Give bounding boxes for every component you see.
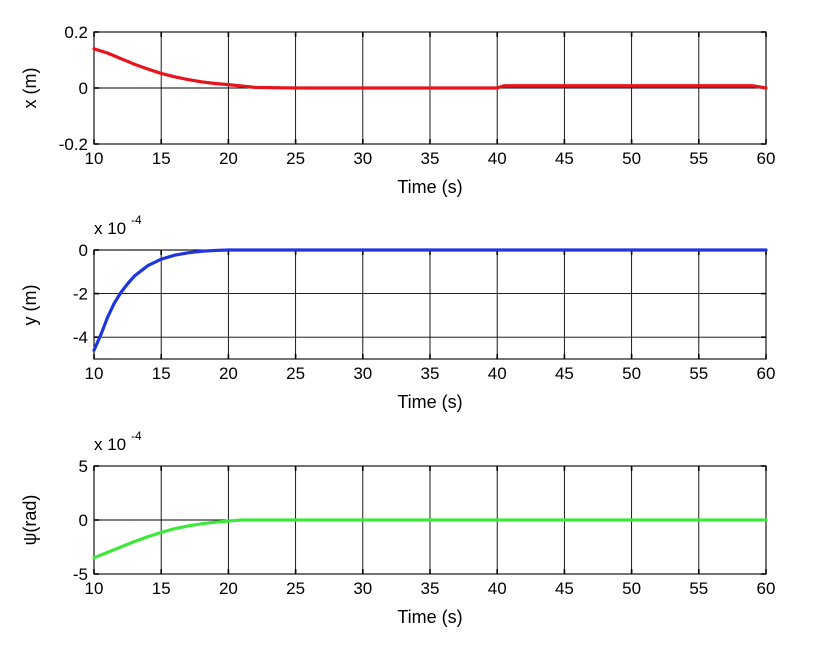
- x-tick-label: 50: [622, 149, 641, 168]
- x-tick-label: 10: [85, 149, 104, 168]
- x-tick-label: 35: [421, 579, 440, 598]
- x-tick-label: 55: [689, 149, 708, 168]
- y-tick-label: -0.2: [59, 135, 88, 154]
- x-tick-label: 35: [421, 149, 440, 168]
- x-tick-label: 25: [286, 579, 305, 598]
- y-tick-label: -5: [73, 565, 88, 584]
- x-tick-label: 30: [353, 364, 372, 383]
- y-tick-label: -2: [73, 285, 88, 304]
- x-tick-label: 55: [689, 579, 708, 598]
- axis-multiplier-exponent: -4: [131, 213, 142, 227]
- x-tick-label: 30: [353, 149, 372, 168]
- y-axis-label: x (m): [20, 68, 40, 109]
- x-tick-label: 50: [622, 364, 641, 383]
- y-tick-label: 0: [79, 79, 88, 98]
- x-tick-label: 40: [488, 579, 507, 598]
- x-tick-label: 10: [85, 364, 104, 383]
- x-tick-label: 15: [152, 364, 171, 383]
- x-tick-label: 45: [555, 579, 574, 598]
- x-tick-label: 55: [689, 364, 708, 383]
- x-tick-label: 20: [219, 364, 238, 383]
- x-axis-label: Time (s): [397, 177, 462, 197]
- chart-panel-3: 10 15 20 25 30 35 40 45 50 55 60 -5 0 5 Time (s) ψ(rad)…: [20, 429, 775, 627]
- y-tick-label: 5: [79, 457, 88, 476]
- series-line: [92, 248, 768, 352]
- y-tick-label: 0: [79, 241, 88, 260]
- chart-panel-2: 10 15 20 25 30 35 40 45 50 55 60 -4 -2 0 Time (s) y (m)…: [20, 213, 775, 412]
- x-tick-label: 35: [421, 364, 440, 383]
- series-line: [92, 518, 768, 560]
- axis-multiplier-base: x 10: [94, 219, 126, 238]
- axis-multiplier-exponent: -4: [131, 429, 142, 443]
- x-tick-label: 40: [488, 149, 507, 168]
- x-tick-label: 20: [219, 579, 238, 598]
- x-axis-label: Time (s): [397, 392, 462, 412]
- x-tick-label: 25: [286, 149, 305, 168]
- x-tick-label: 30: [353, 579, 372, 598]
- axis-multiplier: x 10 -4: [94, 429, 142, 454]
- x-tick-label: 60: [757, 579, 776, 598]
- y-axis-label: ψ(rad): [20, 495, 40, 546]
- x-tick-label: 15: [152, 579, 171, 598]
- x-tick-label: 50: [622, 579, 641, 598]
- x-tick-label: 60: [757, 149, 776, 168]
- x-tick-label: 20: [219, 149, 238, 168]
- y-tick-label: 0: [79, 511, 88, 530]
- x-axis-label: Time (s): [397, 607, 462, 627]
- x-tick-label: 15: [152, 149, 171, 168]
- x-tick-label: 40: [488, 364, 507, 383]
- y-axis-label: y (m): [20, 285, 40, 326]
- x-tick-label: 25: [286, 364, 305, 383]
- x-tick-label: 60: [757, 364, 776, 383]
- x-tick-label: 10: [85, 579, 104, 598]
- series-line: [92, 47, 768, 90]
- chart-panel-1: 10 15 20 25 30 35 40 45 50 55 60 -0.2 0 0.2 Time (s) x …: [20, 23, 775, 197]
- x-tick-label: 45: [555, 364, 574, 383]
- y-tick-label: 0.2: [64, 23, 88, 42]
- axis-multiplier-base: x 10: [94, 435, 126, 454]
- axis-multiplier: x 10 -4: [94, 213, 142, 238]
- x-tick-label: 45: [555, 149, 574, 168]
- y-tick-label: -4: [73, 328, 88, 347]
